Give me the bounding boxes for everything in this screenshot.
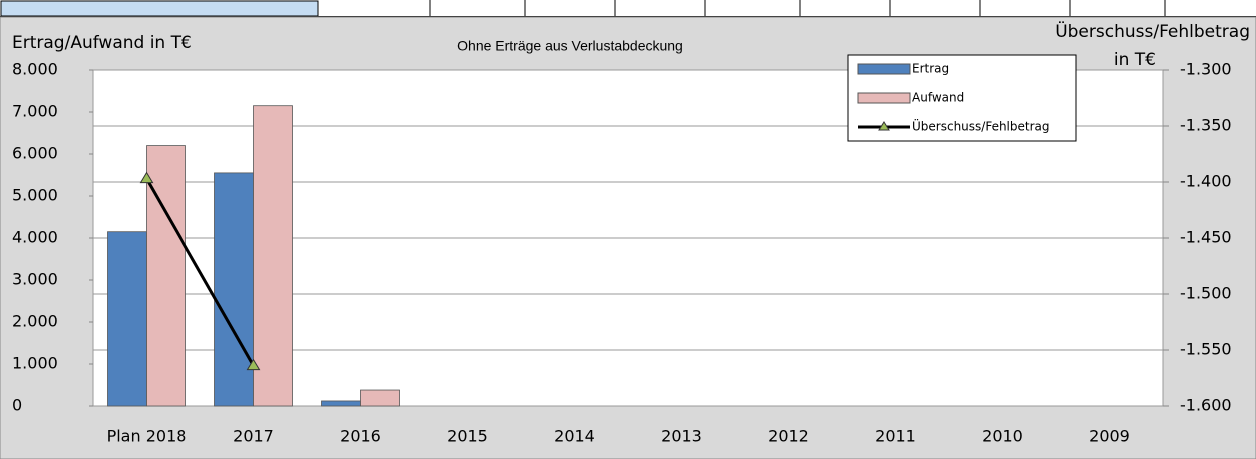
x-tick-label: 2009 [1089,427,1130,446]
legend-marker [878,121,890,131]
y2-tick-label: -1.600 [1180,396,1232,415]
y2-axis-title: Überschuss/Fehlbetrag [1055,20,1250,42]
x-tick-label: 2011 [875,427,916,446]
x-tick-label: 2014 [554,427,595,446]
y2-axis-title: in T€ [1114,50,1156,70]
y-axis-title: Ertrag/Aufwand in T€ [12,33,192,53]
x-tick-label: 2016 [340,427,381,446]
bar [107,231,147,407]
line-marker [246,358,261,371]
line [145,177,255,367]
y-tick-label: 0 [12,396,22,415]
legend-swatch [857,92,911,104]
x-tick-label: 2012 [768,427,809,446]
legend-label: Ertrag [912,62,949,76]
y-tick-label: 8.000 [12,60,58,79]
bar [146,145,186,407]
y2-tick-label: -1.350 [1180,116,1232,135]
bar [214,172,254,407]
x-tick-label: 2015 [447,427,488,446]
y-tick-label: 5.000 [12,186,58,205]
bar [253,105,293,407]
y-tick-label: 6.000 [12,144,58,163]
legend-label: Aufwand [912,91,964,105]
y2-tick-label: -1.550 [1180,340,1232,359]
y-tick-label: 3.000 [12,270,58,289]
y2-tick-label: -1.300 [1180,60,1232,79]
bar [321,400,361,407]
legend-label: Überschuss/Fehlbetrag [912,118,1050,134]
y-tick-label: 4.000 [12,228,58,247]
legend-swatch [857,63,911,75]
y2-tick-label: -1.450 [1180,228,1232,247]
y-tick-label: 2.000 [12,312,58,331]
x-tick-label: Plan 2018 [107,427,187,446]
x-tick-label: 2013 [661,427,702,446]
y-tick-label: 7.000 [12,102,58,121]
chart-title: Ohne Erträge aus Verlustabdeckung [457,38,683,54]
x-tick-label: 2017 [233,427,274,446]
y-tick-label: 1.000 [12,354,58,373]
y2-tick-label: -1.500 [1180,284,1232,303]
line-marker [139,171,154,184]
sheet-cell [0,0,319,17]
y2-tick-label: -1.400 [1180,172,1232,191]
bar [360,389,400,407]
x-tick-label: 2010 [982,427,1023,446]
